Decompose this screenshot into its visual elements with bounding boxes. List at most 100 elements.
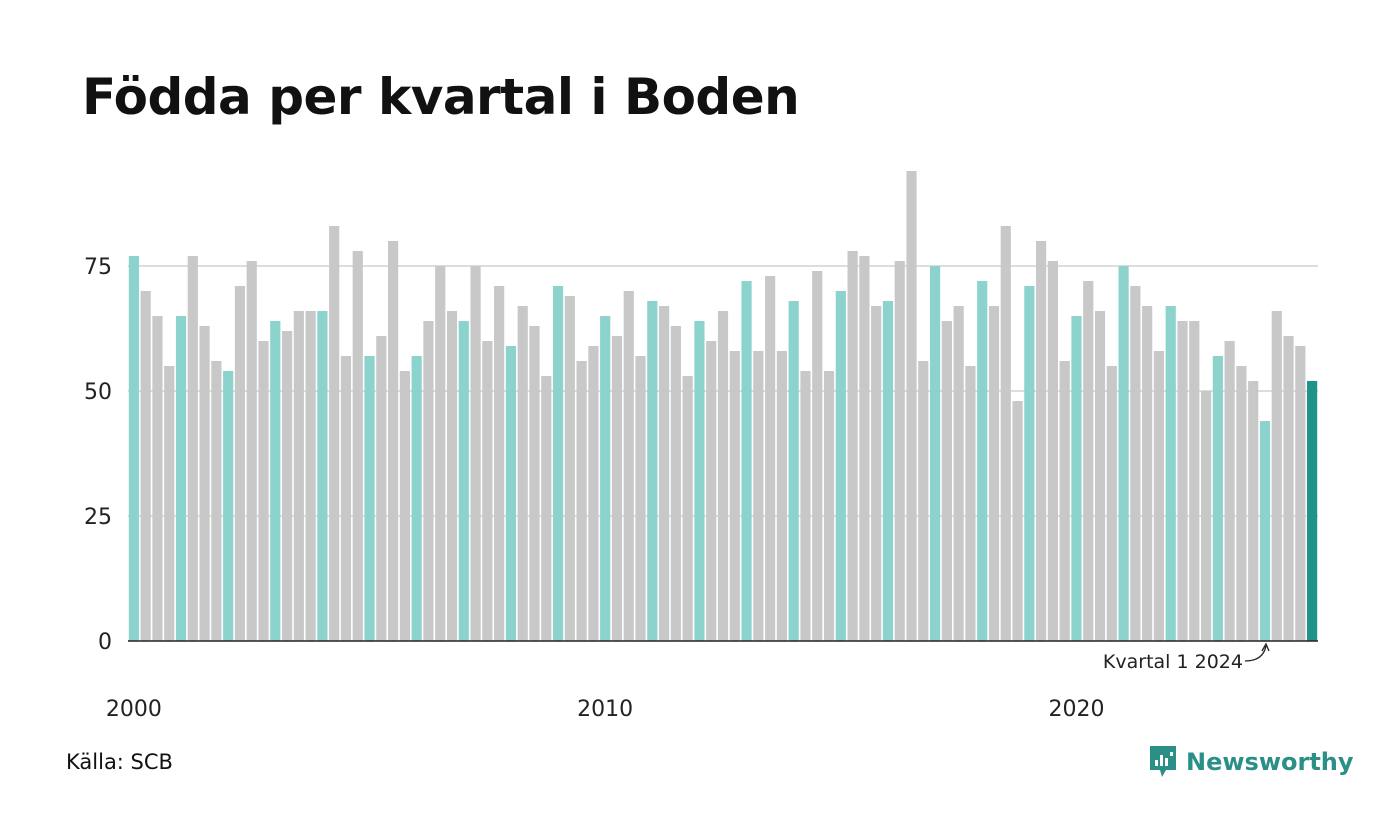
bar [1047,261,1058,641]
bar [1130,286,1141,641]
bar [1177,321,1188,641]
bar [305,311,316,641]
bar [682,376,693,641]
y-tick-label: 50 [84,380,112,405]
bar [918,361,929,641]
bar [1118,266,1129,641]
bar [1295,346,1306,641]
bar [988,306,1000,641]
bar [329,226,340,641]
y-tick-label: 25 [84,505,112,530]
bar [635,356,646,641]
bar [800,371,811,641]
bar [1036,241,1047,641]
bar [1200,391,1212,641]
bar [1153,351,1165,641]
y-tick-label: 0 [98,630,112,655]
bar [788,301,799,641]
bar [847,251,858,641]
bar [753,351,764,641]
bar [482,341,493,641]
bar [435,266,446,641]
x-tick-label: 2000 [106,697,162,722]
bar [706,341,717,641]
bar [906,171,917,641]
bar [576,361,587,641]
brand-name: Newsworthy [1186,748,1354,776]
bar [1165,306,1176,641]
bar [812,271,823,641]
bar [717,311,729,641]
bar [152,316,163,641]
bar [882,301,894,641]
brand-logo: Newsworthy [1148,744,1354,780]
bar [1189,321,1200,641]
bar [376,336,387,641]
bar [1024,286,1035,641]
bar [600,316,611,641]
bar [175,316,187,641]
bar [941,321,952,641]
bar [364,356,375,641]
bar [765,276,776,641]
bar [823,371,835,641]
bar [611,336,623,641]
bar [411,356,422,641]
bar [352,251,363,641]
bar [140,291,151,641]
bar [1012,401,1023,641]
bar [1283,336,1294,641]
bar [423,321,434,641]
bar [164,366,175,641]
newsworthy-logo-icon [1150,746,1176,777]
bar [694,321,705,641]
bar [258,341,269,641]
bar [977,281,988,641]
annotation: Kvartal 1 2024 [1103,642,1270,673]
bar [1094,311,1106,641]
bar [494,286,505,641]
bar [270,321,281,641]
bar [1142,306,1153,641]
annotation-label: Kvartal 1 2024 [1103,651,1243,673]
bar [128,256,139,641]
chart-title: Födda per kvartal i Boden [82,68,800,126]
bar [741,281,752,641]
bar [1271,311,1282,641]
bar [1000,226,1011,641]
bar [505,346,517,641]
y-axis-ticks: 0 25 50 75 [84,255,112,655]
bar [729,351,740,641]
annotation-arrowhead [1261,642,1270,652]
bar [670,326,681,641]
bar [564,296,575,641]
bar [1259,421,1271,641]
bar [588,346,599,641]
bar [211,361,222,641]
source-label: Källa: SCB [66,750,173,774]
bar [552,286,564,641]
bar [470,266,481,641]
bar [647,301,658,641]
bar [894,261,905,641]
bar [929,266,941,641]
bar [1224,341,1235,641]
y-tick-label: 75 [84,255,112,280]
bar [388,241,399,641]
bar [541,376,552,641]
bar [1106,366,1117,641]
bar [199,326,210,641]
bar [223,371,234,641]
bar [246,261,257,641]
bar-chart: 0 25 50 75 2000 2010 2020 Kvartal 1 2024 [84,171,1318,722]
bar [399,371,410,641]
bars [128,171,1318,641]
x-axis-ticks: 2000 2010 2020 [106,697,1105,722]
bar [340,356,352,641]
bar [293,311,304,641]
bar [458,321,469,641]
bar [859,256,870,641]
x-tick-label: 2010 [577,697,633,722]
bar [623,291,634,641]
bar [234,286,246,641]
